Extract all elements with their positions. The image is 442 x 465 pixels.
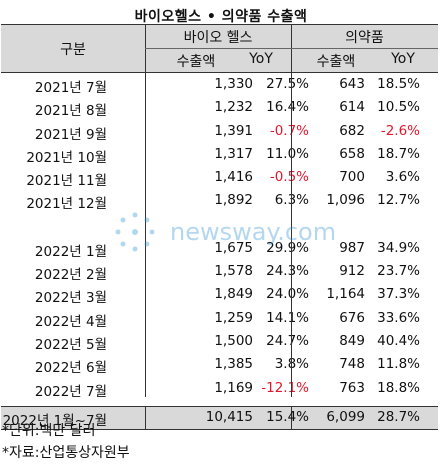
table-row: 2022년 5월 1,500 24.7% 849 40.4% (1, 330, 438, 353)
row-pharma-value: 763 (339, 379, 365, 396)
row-bio-value: 1,578 (214, 263, 253, 280)
row-bio-value: 1,500 (214, 332, 253, 349)
row-pharma-yoy: 18.7% (377, 145, 420, 162)
row-month: 2021년 10월 (26, 149, 107, 166)
row-pharma-value: 912 (339, 263, 365, 280)
row-bio-yoy: -12.1% (261, 379, 309, 396)
row-bio-yoy: 24.7% (266, 332, 309, 349)
table-row: 2022년 7월 1,169 -12.1% 763 18.8% (1, 377, 438, 400)
row-month: 2021년 12월 (26, 196, 107, 213)
header-biohealth: 바이오 헬스 (183, 30, 253, 46)
row-bio-value: 1,675 (214, 239, 253, 256)
table-row: 2021년 12월 1,892 6.3% 1,096 12.7% (1, 189, 438, 212)
source-note: *자료:산업통상자원부 (2, 445, 130, 461)
row-pharma-yoy: 10.5% (377, 99, 420, 116)
row-pharma-yoy: 11.8% (377, 356, 420, 373)
row-pharma-value: 748 (339, 356, 365, 373)
row-bio-value: 1,317 (214, 145, 253, 162)
row-pharma-yoy: 34.9% (377, 239, 420, 256)
table-row: 2021년 7월 1,330 27.5% 643 18.5% (1, 73, 438, 96)
row-bio-yoy: 24.0% (266, 286, 309, 303)
row-bio-value: 1,259 (214, 309, 253, 326)
row-pharma-value: 614 (339, 99, 365, 116)
row-pharma-yoy: 23.7% (377, 263, 420, 280)
table-row: 2022년 3월 1,849 24.0% 1,164 37.3% (1, 283, 438, 306)
row-pharma-yoy: 3.6% (385, 169, 420, 186)
row-pharma-value: 849 (339, 332, 365, 349)
row-pharma-value: 987 (339, 239, 365, 256)
total-pharma-yoy: 28.7% (377, 408, 420, 425)
row-month: 2022년 5월 (34, 336, 107, 353)
row-month: 2022년 3월 (34, 290, 107, 307)
table-row: 2021년 9월 1,391 -0.7% 682 -2.6% (1, 120, 438, 143)
row-bio-yoy: 16.4% (266, 99, 309, 116)
row-pharma-yoy: 37.3% (377, 286, 420, 303)
table-row: 2021년 8월 1,232 16.4% 614 10.5% (1, 96, 438, 119)
row-pharma-value: 676 (339, 309, 365, 326)
row-month: 2022년 7월 (34, 383, 107, 400)
row-month: 2021년 9월 (34, 126, 107, 143)
table-row: 2022년 6월 1,385 3.8% 748 11.8% (1, 353, 438, 376)
table-row: 2021년 11월 1,416 -0.5% 700 3.6% (1, 166, 438, 189)
header-bio-yoy: YoY (249, 51, 273, 67)
row-bio-value: 1,416 (214, 169, 253, 186)
row-month: 2022년 6월 (34, 360, 107, 377)
row-month: 2021년 8월 (34, 103, 107, 120)
header-pharma-export: 수출액 (316, 54, 356, 70)
row-month: 2022년 1월 (34, 243, 107, 260)
column-divider-2 (291, 71, 292, 397)
row-bio-yoy: -0.5% (269, 169, 309, 186)
row-pharma-value: 682 (339, 122, 365, 139)
column-divider-1 (145, 71, 146, 397)
watermark-logo: newsway.com (115, 212, 336, 252)
row-pharma-value: 1,096 (326, 192, 365, 209)
row-pharma-value: 658 (339, 145, 365, 162)
row-pharma-value: 643 (339, 76, 365, 92)
header-bio-export: 수출액 (176, 54, 216, 70)
svg-text:newsway.com: newsway.com (170, 218, 336, 246)
export-table: 구분 바이오 헬스 의약품 수출액 YoY 수출액 YoY 2021년 7월 1,… (1, 24, 438, 430)
row-bio-yoy: 27.5% (266, 76, 309, 92)
row-pharma-yoy: 12.7% (377, 192, 420, 209)
row-pharma-yoy: 18.5% (377, 76, 420, 92)
row-pharma-yoy: 18.8% (377, 379, 420, 396)
table-title: 바이오헬스 • 의약품 수출액 (134, 9, 308, 25)
row-bio-value: 1,892 (214, 192, 253, 209)
row-bio-value: 1,385 (214, 356, 253, 373)
table-row: 2022년 1월 1,675 29.9% 987 34.9% (1, 237, 438, 260)
total-row: 2022년 1월~7월 10,415 15.4% 6,099 28.7% (1, 405, 438, 430)
table-header: 구분 바이오 헬스 의약품 수출액 YoY 수출액 YoY (1, 25, 438, 73)
row-bio-yoy: 24.3% (266, 263, 309, 280)
header-pharma-yoy: YoY (391, 51, 415, 67)
total-bio-yoy: 15.4% (266, 408, 309, 425)
row-pharma-yoy: 40.4% (377, 332, 420, 349)
row-bio-value: 1,391 (214, 122, 253, 139)
row-bio-yoy: 14.1% (266, 309, 309, 326)
row-month: 2021년 11월 (26, 173, 107, 190)
table-row: 2021년 10월 1,317 11.0% 658 18.7% (1, 143, 438, 166)
total-label: 2022년 1월~7월 (2, 412, 107, 429)
header-category: 구분 (60, 42, 86, 58)
row-bio-yoy: 29.9% (266, 239, 309, 256)
row-month: 2022년 2월 (34, 267, 107, 284)
row-bio-value: 1,232 (214, 99, 253, 116)
row-pharma-yoy: -2.6% (380, 122, 420, 139)
row-pharma-yoy: 33.6% (377, 309, 420, 326)
row-pharma-value: 1,164 (326, 286, 365, 303)
row-bio-yoy: 11.0% (266, 145, 309, 162)
row-bio-value: 1,330 (214, 76, 253, 92)
total-pharma-value: 6,099 (326, 408, 365, 425)
table-row: 2022년 4월 1,259 14.1% 676 33.6% (1, 307, 438, 330)
header-pharma: 의약품 (345, 30, 384, 46)
table-row: 2022년 2월 1,578 24.3% 912 23.7% (1, 260, 438, 283)
unit-note: *단위:백만 달러 (2, 423, 96, 439)
row-month: 2022년 4월 (34, 313, 107, 330)
row-bio-value: 1,169 (214, 379, 253, 396)
row-bio-yoy: -0.7% (269, 122, 309, 139)
row-pharma-value: 700 (339, 169, 365, 186)
total-bio-value: 10,415 (205, 408, 253, 425)
row-bio-value: 1,849 (214, 286, 253, 303)
row-month: 2021년 7월 (34, 80, 107, 96)
